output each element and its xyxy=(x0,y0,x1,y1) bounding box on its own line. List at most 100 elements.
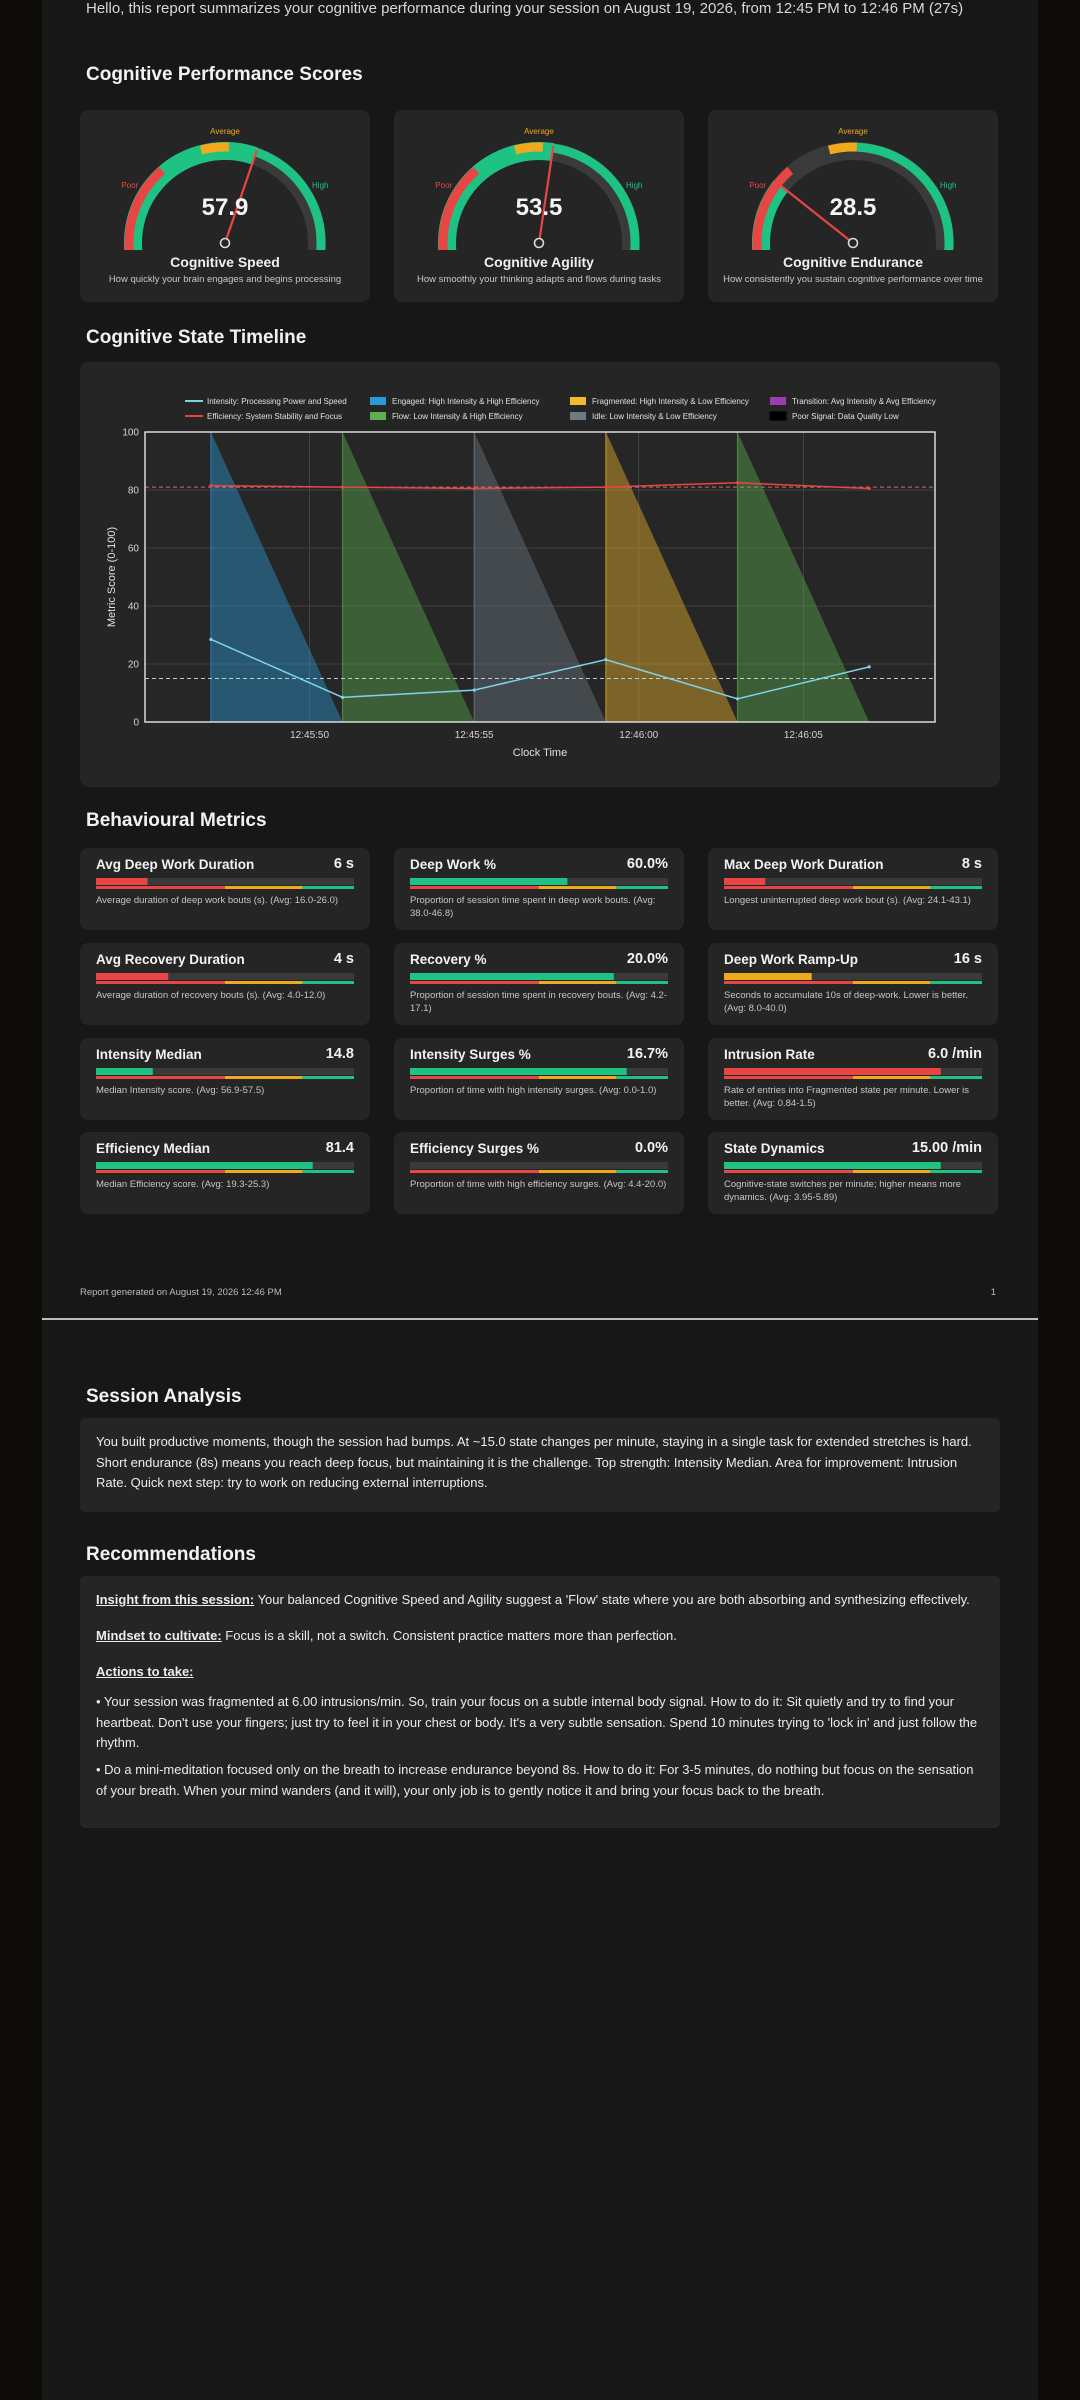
metric-bar xyxy=(410,878,668,889)
metric-range-high xyxy=(302,981,354,984)
metric-title: Deep Work % xyxy=(410,857,497,872)
metric-range-average xyxy=(539,886,617,889)
action-item: • Do a mini-meditation focused only on t… xyxy=(96,1762,974,1798)
gauge-card-endurance: Poor Average High 28.5 Cognitive Endurance … xyxy=(708,110,998,302)
series-point xyxy=(209,637,213,641)
series-line xyxy=(210,481,870,490)
gauge-average-zone xyxy=(514,142,544,155)
gauge-average-label: Average xyxy=(524,127,554,136)
gauge-average-zone xyxy=(200,142,230,155)
metric-range-poor xyxy=(96,886,225,889)
metric-description: Rate of entries into Fragmented state pe… xyxy=(724,1085,970,1109)
metric-description: Proportion of session time spent in deep… xyxy=(410,895,656,919)
metric-bar xyxy=(96,1162,354,1173)
metric-description: Proportion of session time spent in reco… xyxy=(410,990,667,1014)
metric-bar xyxy=(96,878,354,889)
metric-bar xyxy=(96,1068,354,1079)
section-title-analysis: Session Analysis xyxy=(86,1386,242,1407)
metric-value: 6.0 /min xyxy=(928,1046,982,1062)
metric-bar-fill xyxy=(96,1068,153,1075)
metric-title: State Dynamics xyxy=(724,1141,825,1156)
footer-generated: Report generated on August 19, 2026 12:4… xyxy=(80,1287,282,1298)
y-tick-label: 100 xyxy=(122,428,139,439)
series-line xyxy=(210,638,870,700)
metric-range-high xyxy=(930,1076,982,1079)
gauge-needle xyxy=(537,145,555,244)
series-point xyxy=(340,485,345,489)
metric-bar-track xyxy=(96,878,354,885)
legend-swatch xyxy=(570,397,586,405)
action-item: • Your session was fragmented at 6.00 in… xyxy=(96,1694,978,1750)
gauge-high-label: High xyxy=(940,181,956,190)
metric-range-average xyxy=(853,1170,931,1173)
series-point xyxy=(604,658,608,662)
series-point xyxy=(735,697,740,701)
metric-bar-fill xyxy=(96,878,148,885)
metric-range-high xyxy=(616,886,668,889)
legend-label: Idle: Low Intensity & Low Efficiency xyxy=(592,412,717,421)
metric-bar xyxy=(724,878,982,889)
metric-range-poor xyxy=(410,1170,539,1173)
legend-swatch xyxy=(770,397,786,405)
metric-title: Intensity Surges % xyxy=(410,1047,531,1062)
section-title-behaviour: Behavioural Metrics xyxy=(86,810,267,831)
gauge-title: Cognitive Endurance xyxy=(782,254,924,270)
metric-bar-track xyxy=(96,1068,354,1075)
series-point xyxy=(340,695,345,699)
metric-description: Average duration of deep work bouts (s).… xyxy=(96,895,339,906)
metric-card: Intensity Surges % 16.7% Proportion of tim… xyxy=(394,1038,684,1120)
metric-description: Median Efficiency score. (Avg: 19.3-25.3… xyxy=(96,1179,270,1190)
gauge-title: Cognitive Agility xyxy=(484,254,594,270)
gauge-poor-label: Poor xyxy=(121,181,138,190)
metric-card: Recovery % 20.0% Proportion of session tim… xyxy=(394,943,684,1025)
gauge-description: How smoothly your thinking adapts and fl… xyxy=(417,274,661,285)
metric-card: Efficiency Surges % 0.0% Proportion of tim… xyxy=(394,1132,684,1214)
metric-description: Seconds to accumulate 10s of deep-work. … xyxy=(724,990,968,1014)
series-point xyxy=(472,486,476,491)
metric-value: 81.4 xyxy=(325,1140,354,1156)
metric-description: Average duration of recovery bouts (s). … xyxy=(96,990,326,1001)
gauge-card-agility: Poor Average High 53.5 Cognitive Agility Ho… xyxy=(394,110,684,302)
legend-swatch xyxy=(370,412,386,420)
metric-description: Proportion of time with high efficiency … xyxy=(410,1179,667,1190)
metric-card: Efficiency Median 81.4 Median Efficiency s… xyxy=(80,1132,370,1214)
actions-heading: Actions to take: xyxy=(96,1662,984,1683)
metric-description: Median Intensity score. (Avg: 56.9-57.5) xyxy=(96,1085,265,1096)
gauge-needle xyxy=(775,181,854,244)
metric-title: Avg Recovery Duration xyxy=(96,952,245,967)
metric-bar xyxy=(410,973,668,984)
metric-bar xyxy=(410,1068,668,1079)
x-tick-label: 12:45:50 xyxy=(290,730,329,741)
series-point xyxy=(472,688,476,692)
x-tick-label: 12:46:05 xyxy=(784,730,823,741)
metric-value: 14.8 xyxy=(325,1046,354,1062)
metric-value: 15.00 /min xyxy=(911,1140,982,1156)
legend-label: Transition: Avg Intensity & Avg Efficien… xyxy=(792,397,936,406)
gauge-high-zone xyxy=(856,142,954,250)
metric-bar-track xyxy=(724,973,982,980)
metric-range-poor xyxy=(96,1170,225,1173)
gauge-card-speed: Poor Average High 57.9 Cognitive Speed How … xyxy=(80,110,370,302)
metric-range-average xyxy=(539,1076,617,1079)
metric-range-average xyxy=(539,1170,617,1173)
legend-label: Fragmented: High Intensity & Low Efficie… xyxy=(592,397,749,406)
metric-bar-fill xyxy=(724,1068,941,1075)
series-point xyxy=(867,665,871,669)
metric-bar-fill xyxy=(410,973,614,980)
section-title-recommendations: Recommendations xyxy=(86,1544,256,1565)
gauge-high-zone xyxy=(542,142,640,250)
x-tick-label: 12:46:00 xyxy=(619,730,658,741)
metric-range-poor xyxy=(724,1076,853,1079)
metric-range-high xyxy=(302,1170,354,1173)
state-segment xyxy=(474,432,606,722)
metric-card: Avg Recovery Duration 4 s Average duration… xyxy=(80,943,370,1025)
gauge-poor-label: Poor xyxy=(435,181,452,190)
metric-range-poor xyxy=(724,981,853,984)
metric-range-high xyxy=(302,1076,354,1079)
gauge-dial: Poor Average High 57.9 xyxy=(121,127,328,250)
metric-range-average xyxy=(853,886,931,889)
metric-range-poor xyxy=(410,981,539,984)
metric-bar-fill xyxy=(410,878,568,885)
metric-card: Intrusion Rate 6.0 /min Rate of entries in… xyxy=(708,1038,998,1120)
metric-bar-fill xyxy=(724,1162,941,1169)
